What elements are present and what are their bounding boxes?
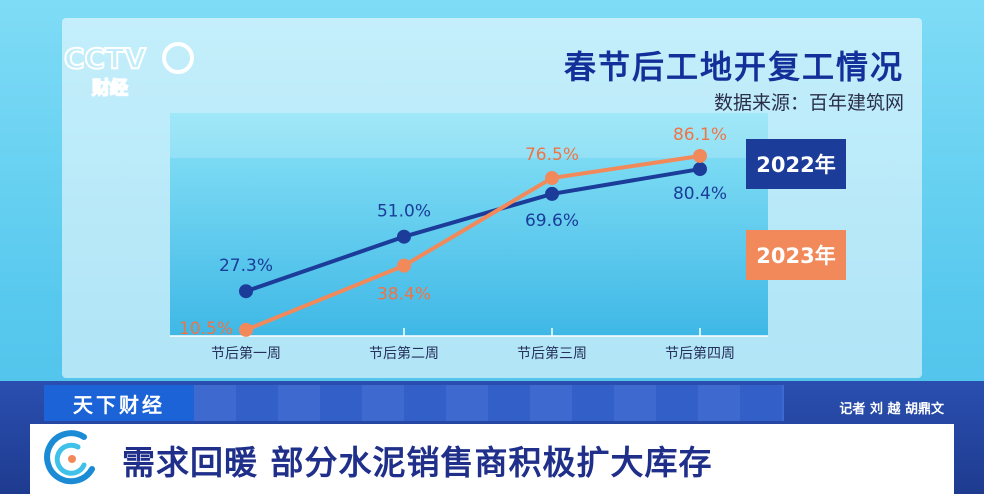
- cctv-swirl-icon: [44, 430, 95, 485]
- logo-channel: 财经: [92, 77, 128, 98]
- data-label: 69.6%: [525, 211, 579, 231]
- legend-2023: 2023年: [746, 230, 846, 280]
- data-label: 38.4%: [377, 285, 431, 305]
- data-point: [397, 258, 411, 273]
- data-label: 80.4%: [673, 184, 727, 204]
- data-point: [693, 162, 707, 177]
- series-line-0: [245, 167, 701, 294]
- data-label: 86.1%: [673, 125, 727, 145]
- data-point: [239, 284, 253, 299]
- legend-2022: 2022年: [746, 139, 846, 189]
- data-label: 51.0%: [377, 202, 431, 222]
- data-label: 10.5%: [179, 319, 233, 339]
- series-line-1: [245, 153, 701, 332]
- line-chart: 节后第一周 节后第二周 节后第三周 节后第四周 27.3% 51.0% 69.6% 80.4…: [170, 113, 768, 362]
- x-tick-label: 节后第四周: [665, 345, 735, 362]
- data-point: [545, 171, 559, 186]
- data-point: [397, 229, 411, 244]
- data-point: [239, 322, 253, 337]
- chart-source: 数据来源：百年建筑网: [713, 92, 904, 114]
- cctv-logo-icon: CCTV 财经: [63, 41, 194, 98]
- chart-title: 春节后工地开复工情况: [563, 48, 904, 86]
- data-point: [545, 186, 559, 201]
- plot-area: [170, 113, 768, 336]
- x-tick-label: 节后第一周: [211, 345, 281, 362]
- headline-text: 需求回暖 部分水泥销售商积极扩大库存: [122, 443, 713, 482]
- logo-brand: CCTV: [64, 42, 146, 75]
- section-tag: 天下财经: [44, 385, 194, 421]
- banner-stripes: [194, 385, 784, 421]
- x-tick-label: 节后第二周: [369, 345, 439, 362]
- data-label: 76.5%: [525, 145, 579, 165]
- x-tick-label: 节后第三周: [517, 345, 587, 362]
- headline-bar: [30, 424, 954, 494]
- reporter-credit: 记者 刘 越 胡鼎文: [839, 402, 944, 417]
- data-label: 27.3%: [219, 256, 273, 276]
- data-point: [693, 148, 707, 163]
